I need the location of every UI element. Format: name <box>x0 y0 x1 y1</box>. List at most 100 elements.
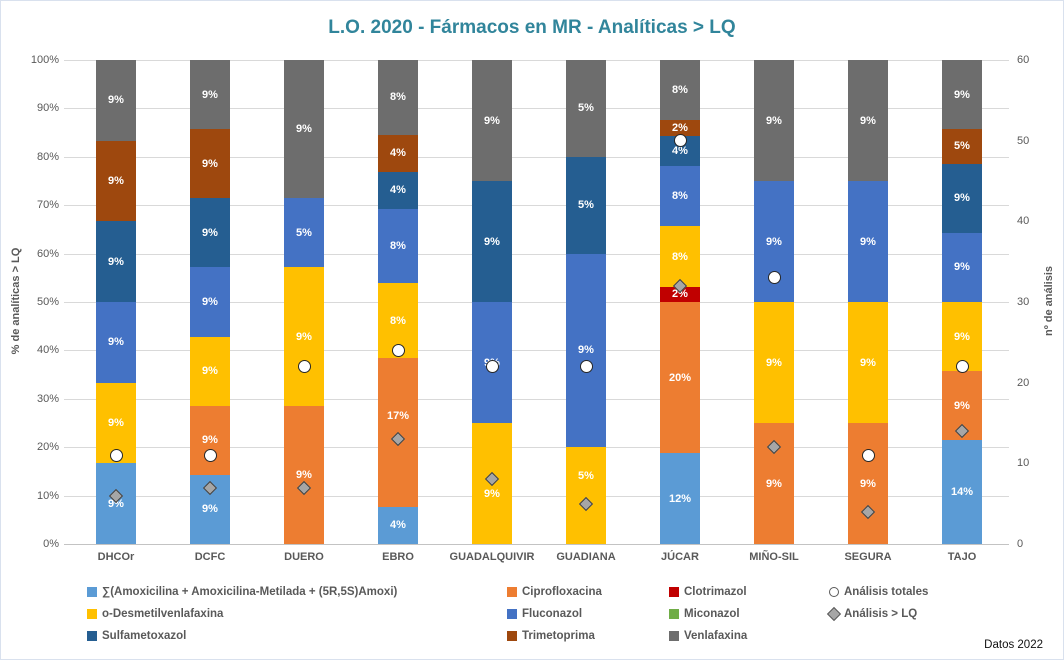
legend-item-ciprofloxacina[interactable]: Ciprofloxacina <box>507 585 602 599</box>
bar-segment-trimetoprima-júcar[interactable] <box>660 120 700 136</box>
bar-segment-fluconazol-tajo[interactable] <box>942 232 982 302</box>
marker-análisis-totales-segura[interactable] <box>862 449 875 462</box>
legend-item-venlafaxina[interactable]: Venlafaxina <box>669 629 747 643</box>
bar-segment-venlafaxina-dhcor[interactable] <box>96 60 136 141</box>
marker-análisis-totales-guadalquivir[interactable] <box>486 360 499 373</box>
gridline <box>64 254 1009 255</box>
x-axis-category-label: DUERO <box>284 551 324 563</box>
bar-segment-o-desmetilvenlafaxina-dcfc[interactable] <box>190 336 230 406</box>
legend-label: Ciprofloxacina <box>522 586 602 598</box>
bar-segment-label: 9% <box>860 356 876 369</box>
bar-segment-sulfametoxazol-tajo[interactable] <box>942 163 982 233</box>
bar-segment-trimetoprima-dhcor[interactable] <box>96 140 136 222</box>
y-axis-tick-left: 80% <box>36 151 59 163</box>
y-axis-tick-left: 60% <box>36 248 59 260</box>
bar-segment-fluconazol-segura[interactable] <box>848 181 888 302</box>
legend-item-o-desmetilvenlafaxina[interactable]: o-Desmetilvenlafaxina <box>87 607 223 621</box>
bar-segment-venlafaxina-miño-sil[interactable] <box>754 60 794 181</box>
bar-segment-label: 5% <box>578 199 594 212</box>
bar-segment-venlafaxina-guadiana[interactable] <box>566 60 606 157</box>
bar-segment-sulfametoxazol-guadiana[interactable] <box>566 156 606 254</box>
bar-segment-venlafaxina-júcar[interactable] <box>660 60 700 121</box>
legend-item-fluconazol[interactable]: Fluconazol <box>507 607 582 621</box>
legend-item-análisis-lq[interactable]: Análisis > LQ <box>826 606 918 622</box>
bar-segment-sulfametoxazol-dcfc[interactable] <box>190 198 230 268</box>
bar-segment-o-desmetilvenlafaxina-duero[interactable] <box>284 267 324 406</box>
bar-segment-label: 9% <box>108 255 124 268</box>
bar-segment-o-desmetilvenlafaxina-tajo[interactable] <box>942 301 982 372</box>
bar-segment-label: 9% <box>954 88 970 101</box>
bar-segment-label: 9% <box>954 330 970 343</box>
bar-segment-sulfametoxazol-guadalquivir[interactable] <box>472 181 512 302</box>
bar-segment-trimetoprima-ebro[interactable] <box>378 134 418 172</box>
gridline <box>64 157 1009 158</box>
bar-segment-label: 5% <box>296 226 312 239</box>
bar-segment-venlafaxina-segura[interactable] <box>848 60 888 181</box>
bar-segment-sulfametoxazol-ebro[interactable] <box>378 171 418 209</box>
bar-segment-o-desmetilvenlafaxina-miño-sil[interactable] <box>754 302 794 423</box>
y-axis-tick-right: 30 <box>1017 296 1030 308</box>
legend-item-miconazol[interactable]: Miconazol <box>669 607 740 621</box>
bar-segment-ciprofloxacina-júcar[interactable] <box>660 302 700 454</box>
bar-segment-fluconazol-júcar[interactable] <box>660 165 700 227</box>
bar-segment-label: 4% <box>390 184 406 197</box>
bar-segment-label: 9% <box>202 434 218 447</box>
marker-análisis-totales-dcfc[interactable] <box>204 449 217 462</box>
bar-segment-label: 12% <box>668 492 692 505</box>
bar-segment-venlafaxina-dcfc[interactable] <box>190 60 230 130</box>
bar-segment-venlafaxina-guadalquivir[interactable] <box>472 60 512 181</box>
legend-label: Análisis > LQ <box>844 608 918 620</box>
bar-segment-label: 20% <box>668 371 692 384</box>
bar-segment-amoxicilina-amoxicilina-metilada-5r-5s-amoxi-ebro[interactable] <box>378 506 418 544</box>
legend-item-trimetoprima[interactable]: Trimetoprima <box>507 629 595 643</box>
bar-segment-label: 9% <box>766 235 782 248</box>
bar-segment-fluconazol-ebro[interactable] <box>378 208 418 284</box>
marker-análisis-totales-júcar[interactable] <box>674 134 687 147</box>
legend-item-clotrimazol[interactable]: Clotrimazol <box>669 585 747 599</box>
marker-análisis-totales-dhcor[interactable] <box>110 449 123 462</box>
bar-segment-label: 14% <box>950 486 974 499</box>
marker-análisis-totales-duero[interactable] <box>298 360 311 373</box>
bar-segment-label: 9% <box>202 226 218 239</box>
legend-item-amoxicilina-amoxicilina-metilada-5r-5s-amoxi[interactable]: ∑(Amoxicilina + Amoxicilina-Metilada + (… <box>87 585 397 599</box>
bar-segment-ciprofloxacina-duero[interactable] <box>284 405 324 544</box>
gridline <box>64 496 1009 497</box>
bar-segment-o-desmetilvenlafaxina-segura[interactable] <box>848 302 888 423</box>
bar-segment-venlafaxina-duero[interactable] <box>284 60 324 199</box>
legend-square-swatch <box>507 587 517 597</box>
marker-análisis-totales-guadiana[interactable] <box>580 360 593 373</box>
marker-análisis-totales-miño-sil[interactable] <box>768 271 781 284</box>
bar-segment-trimetoprima-tajo[interactable] <box>942 129 982 164</box>
bar-segment-venlafaxina-ebro[interactable] <box>378 60 418 135</box>
bar-segment-fluconazol-dhcor[interactable] <box>96 301 136 383</box>
bar-segment-fluconazol-guadiana[interactable] <box>566 253 606 448</box>
legend-item-sulfametoxazol[interactable]: Sulfametoxazol <box>87 629 186 643</box>
gridline <box>64 399 1009 400</box>
bar-segment-o-desmetilvenlafaxina-júcar[interactable] <box>660 226 700 287</box>
bar-segment-label: 9% <box>202 88 218 101</box>
bar-tajo: 14% 9% 9% 9% 9% 5% 9% <box>942 60 982 544</box>
bar-segment-amoxicilina-amoxicilina-metilada-5r-5s-amoxi-júcar[interactable] <box>660 453 700 544</box>
bar-segment-o-desmetilvenlafaxina-guadiana[interactable] <box>566 447 606 544</box>
legend-label: Clotrimazol <box>684 586 747 598</box>
bar-segment-trimetoprima-dcfc[interactable] <box>190 129 230 199</box>
bar-segment-label: 9% <box>954 399 970 412</box>
bar-segment-fluconazol-duero[interactable] <box>284 198 324 268</box>
bar-segment-clotrimazol-júcar[interactable] <box>660 286 700 302</box>
bar-segment-label: 9% <box>108 497 124 510</box>
marker-análisis-totales-tajo[interactable] <box>956 360 969 373</box>
y-axis-tick-right: 50 <box>1017 135 1030 147</box>
bar-segment-label: 9% <box>484 487 500 500</box>
y-axis-tick-left: 90% <box>36 102 59 114</box>
bar-segment-sulfametoxazol-dhcor[interactable] <box>96 221 136 302</box>
bar-segment-ciprofloxacina-segura[interactable] <box>848 423 888 544</box>
bar-segment-ciprofloxacina-dcfc[interactable] <box>190 405 230 475</box>
bar-segment-fluconazol-dcfc[interactable] <box>190 267 230 337</box>
bar-segment-amoxicilina-amoxicilina-metilada-5r-5s-amoxi-dhcor[interactable] <box>96 463 136 544</box>
y-axis-tick-left: 70% <box>36 199 59 211</box>
marker-análisis-totales-ebro[interactable] <box>392 344 405 357</box>
bar-segment-venlafaxina-tajo[interactable] <box>942 60 982 130</box>
bar-dcfc: 9% 9% 9% 9% 9% 9% 9% <box>190 60 230 544</box>
bar-segment-amoxicilina-amoxicilina-metilada-5r-5s-amoxi-tajo[interactable] <box>942 440 982 544</box>
legend-item-análisis-totales[interactable]: Análisis totales <box>829 585 928 599</box>
